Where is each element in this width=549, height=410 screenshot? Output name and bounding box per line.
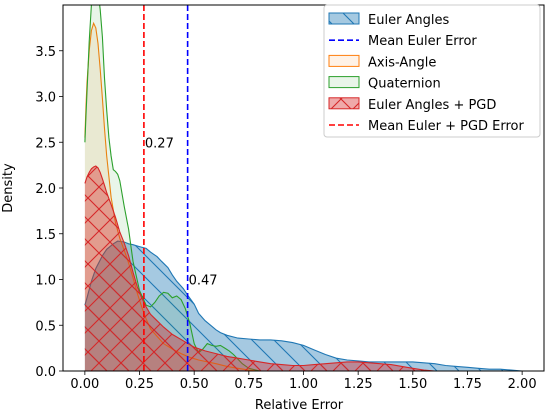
legend-label: Euler Angles [368,13,450,28]
euler-angles-hatch [84,241,523,371]
mean-euler-error-annotation: 0.47 [189,274,218,289]
legend-item-axis-angle: Axis-Angle [328,54,436,70]
legend-box [323,4,541,138]
euler-angles-curve [84,240,523,371]
mean-euler-pgd-error-annotation: 0.27 [145,136,174,151]
legend-swatch-border [328,76,360,89]
quaternion-curve [84,5,260,371]
x-tick-label: 0.50 [180,377,209,392]
legend-label: Mean Euler + PGD Error [368,119,525,134]
y-axis-label: Density [1,163,16,213]
legend-item-euler-angles: Euler Angles [328,12,450,28]
x-tick-label: 0.00 [70,377,99,392]
x-tick-label: 1.50 [398,377,427,392]
y-tick-label: 1.5 [35,228,56,243]
legend-item-mean-euler-pgd-error: Mean Euler + PGD Error [329,119,525,134]
y-tick-label: 0.5 [35,319,56,334]
legend: Euler Angles Mean Euler Error Axis-Angle Qu… [323,4,541,138]
series-layer [84,5,523,371]
y-tick-label: 2.0 [35,182,56,197]
mean-annotations: 0.47 0.27 [145,136,218,288]
legend-label: Mean Euler Error [368,34,477,49]
y-axis: 0.0 0.5 1.0 1.5 2.0 2.5 3.0 3.5 [35,45,63,380]
x-tick-label: 1.25 [344,377,373,392]
legend-item-mean-euler-error: Mean Euler Error [329,34,477,49]
x-tick-label: 2.00 [508,377,537,392]
legend-label: Euler Angles + PGD [368,98,496,113]
legend-swatch-border [328,12,360,25]
y-tick-label: 3.0 [35,91,56,106]
x-tick-label: 0.75 [234,377,263,392]
euler-angles-pgd-series [84,165,435,371]
mean-lines [143,5,189,371]
y-tick-label: 3.5 [35,45,56,60]
euler-angles-pgd-curve [84,165,435,371]
x-tick-label: 1.75 [453,377,482,392]
x-tick-label: 0.25 [125,377,154,392]
legend-swatch [329,55,359,67]
legend-swatch-hatch [329,97,359,109]
y-tick-label: 2.5 [35,136,56,151]
legend-label: Axis-Angle [368,55,436,70]
y-tick-label: 0.0 [35,365,56,380]
legend-label: Quaternion [368,77,441,92]
x-axis-label: Relative Error [255,398,344,410]
y-tick-label: 1.0 [35,274,56,289]
x-tick-label: 1.00 [289,377,318,392]
legend-item-euler-angles-pgd: Euler Angles + PGD [328,97,496,113]
legend-swatch [329,76,359,88]
euler-angles-series [84,240,523,371]
legend-swatch-border [328,97,360,110]
legend-item-quaternion: Quaternion [328,76,441,92]
legend-swatch-border [328,54,360,67]
x-axis: 0.00 0.25 0.50 0.75 1.00 1.25 1.50 1.75 2.00 [70,371,537,392]
euler-angles-pgd-hatch [84,166,435,371]
legend-swatch-hatch [329,13,359,24]
